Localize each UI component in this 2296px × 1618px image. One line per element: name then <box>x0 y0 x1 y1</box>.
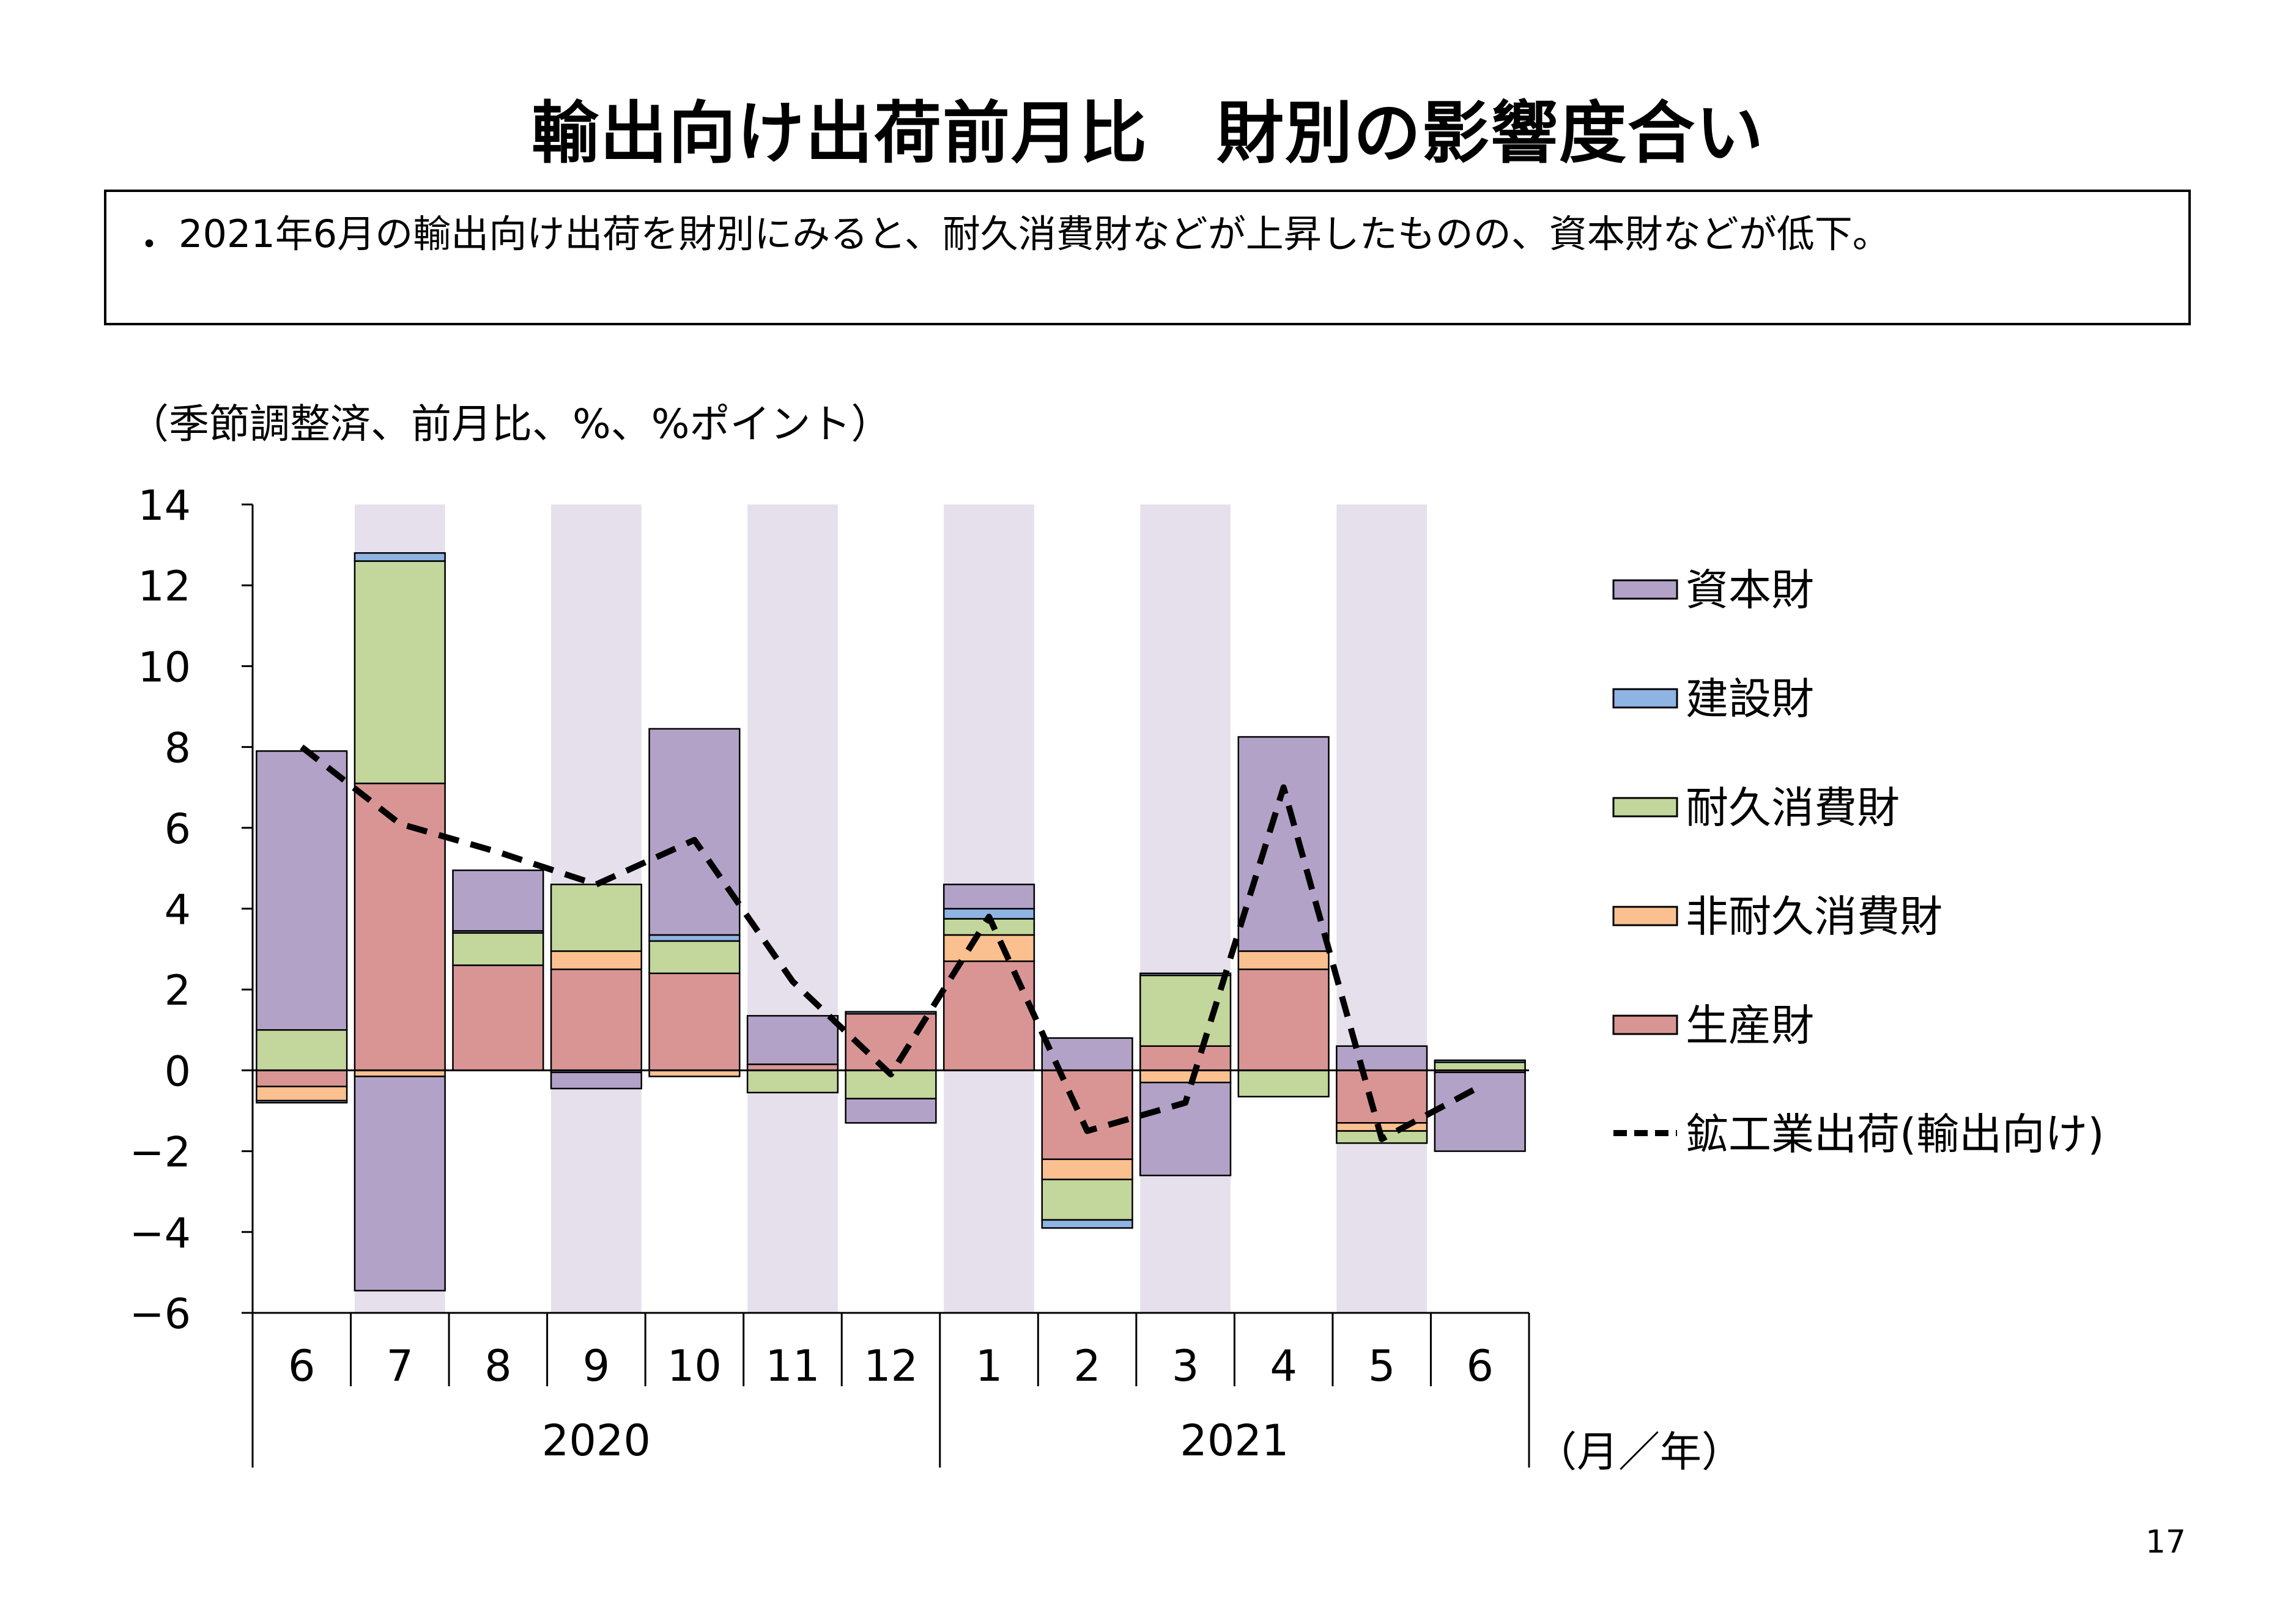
legend-label: 建設財 <box>1686 674 1814 724</box>
x-tick-label: 5 <box>1368 1341 1396 1391</box>
bar-耐久消費財-2 <box>452 932 544 966</box>
legend-label: 資本財 <box>1686 565 1814 615</box>
bar-資本財-6 <box>845 1098 937 1124</box>
x-tick-label: 6 <box>288 1341 316 1391</box>
y-tick-label: 2 <box>165 967 191 1015</box>
bar-建設財-12 <box>1434 1059 1526 1063</box>
bar-生産財-7 <box>942 960 1035 1071</box>
bar-耐久消費財-0 <box>256 1029 348 1071</box>
bar-非耐久消費財-3 <box>550 950 642 970</box>
shaded-band-11-5 <box>747 504 838 1313</box>
y-tick-label: 6 <box>165 805 191 854</box>
legend-swatch-資本財 <box>1612 579 1678 600</box>
year-label: 2021 <box>1180 1416 1289 1466</box>
x-tick-label: 11 <box>765 1341 820 1391</box>
bar-耐久消費財-1 <box>354 560 446 785</box>
x-tick-label: 3 <box>1172 1341 1199 1391</box>
x-tick-label: 12 <box>864 1341 918 1391</box>
y-tick-label: −2 <box>130 1129 191 1177</box>
y-tick-label: 12 <box>138 563 191 611</box>
bar-生産財-4 <box>648 972 741 1071</box>
bar-非耐久消費財-10 <box>1237 950 1330 970</box>
x-tick-label: 8 <box>484 1341 512 1391</box>
page-number: 17 <box>2145 1524 2186 1561</box>
legend-label: 鉱工業出荷(輸出向け) <box>1686 1109 2105 1159</box>
bar-生産財-8 <box>1041 1069 1133 1161</box>
bar-資本財-1 <box>354 1076 446 1291</box>
bar-生産財-2 <box>452 964 544 1071</box>
bar-資本財-4 <box>648 728 741 936</box>
bar-生産財-9 <box>1139 1045 1232 1071</box>
bar-非耐久消費財-7 <box>942 934 1035 962</box>
bar-生産財-3 <box>550 968 642 1071</box>
bar-生産財-10 <box>1237 968 1330 1071</box>
bar-資本財-3 <box>550 1071 642 1090</box>
bar-生産財-0 <box>256 1069 348 1088</box>
bar-建設財-1 <box>354 552 446 562</box>
line-series-鉱工業出荷(輸出向け) <box>300 744 1482 1142</box>
bar-生産財-11 <box>1336 1069 1428 1124</box>
summary-box: ・ 2021年6月の輸出向け出荷を財別にみると、耐久消費財などが上昇したものの、… <box>104 190 2191 325</box>
bar-耐久消費財-12 <box>1434 1061 1526 1071</box>
bullet-marker: ・ <box>131 224 168 267</box>
bar-建設財-9 <box>1139 972 1232 977</box>
bar-耐久消費財-5 <box>746 1069 839 1094</box>
bar-建設財-4 <box>648 934 741 942</box>
x-tick-label: 4 <box>1270 1341 1297 1391</box>
legend-label: 生産財 <box>1686 1000 1814 1051</box>
bar-非耐久消費財-8 <box>1041 1158 1133 1181</box>
y-tick-label: −6 <box>130 1290 191 1339</box>
bar-資本財-5 <box>746 1014 839 1065</box>
shaded-band-5-11 <box>1336 504 1428 1313</box>
legend-swatch-耐久消費財 <box>1612 797 1678 818</box>
bar-非耐久消費財-9 <box>1139 1069 1232 1084</box>
x-tick-label: 1 <box>976 1341 1003 1391</box>
x-tick-label: 9 <box>583 1341 610 1391</box>
bar-耐久消費財-4 <box>648 940 741 975</box>
bar-建設財-8 <box>1041 1219 1133 1229</box>
legend-swatch-建設財 <box>1612 688 1678 709</box>
legend-label: 非耐久消費財 <box>1686 892 1942 942</box>
x-axis-title: （月／年） <box>1535 1428 1743 1477</box>
bar-耐久消費財-8 <box>1041 1178 1133 1221</box>
legend-label: 耐久消費財 <box>1686 783 1900 833</box>
bar-建設財-6 <box>845 1011 937 1015</box>
bar-資本財-0 <box>256 750 348 1031</box>
bar-耐久消費財-10 <box>1237 1069 1330 1098</box>
bar-耐久消費財-3 <box>550 884 642 952</box>
bar-建設財-0 <box>256 1099 348 1104</box>
y-tick-label: 8 <box>165 725 191 773</box>
bar-生産財-1 <box>354 782 446 1071</box>
year-label: 2020 <box>542 1416 651 1466</box>
bar-資本財-12 <box>1434 1071 1526 1152</box>
bar-非耐久消費財-0 <box>256 1085 348 1102</box>
bar-資本財-10 <box>1237 736 1330 952</box>
summary-text: 2021年6月の輸出向け出荷を財別にみると、耐久消費財などが上昇したものの、資本… <box>179 212 1890 256</box>
page-title: 輸出向け出荷前月比 財別の影響度合い <box>531 94 1765 172</box>
y-tick-label: 14 <box>138 482 191 530</box>
bar-資本財-2 <box>452 869 544 932</box>
bar-資本財-7 <box>942 884 1035 910</box>
x-tick-label: 10 <box>667 1341 722 1391</box>
legend-swatch-非耐久消費財 <box>1612 906 1678 926</box>
y-tick-label: 0 <box>165 1047 191 1096</box>
x-tick-label: 2 <box>1073 1341 1101 1391</box>
y-tick-label: 10 <box>138 643 191 692</box>
unit-note: （季節調整済、前月比、%、%ポイント） <box>128 401 892 448</box>
y-tick-label: 4 <box>165 886 191 934</box>
x-tick-label: 7 <box>387 1341 414 1391</box>
x-tick-label: 6 <box>1466 1341 1494 1391</box>
y-tick-label: −4 <box>130 1210 191 1258</box>
bar-資本財-11 <box>1336 1045 1428 1071</box>
shaded-band-3-9 <box>1140 504 1231 1313</box>
legend-swatch-生産財 <box>1612 1014 1678 1035</box>
